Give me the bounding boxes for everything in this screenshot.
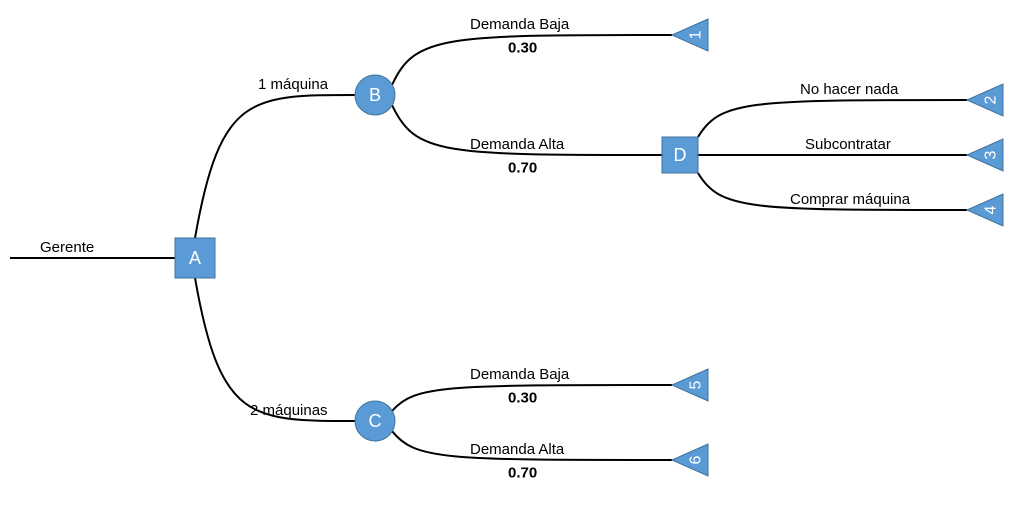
branch-A-C-label: 2 máquinas	[250, 402, 328, 419]
branch-B-D-label: Demanda Alta	[470, 136, 565, 153]
branch-C-5-prob: 0.30	[508, 389, 537, 406]
branch-A-B	[195, 95, 355, 238]
branch-B-D-prob: 0.70	[508, 159, 537, 176]
decision-tree: Gerente 1 máquina 2 máquinas Demanda Baj…	[0, 0, 1024, 515]
branch-B-1-label: Demanda Baja	[470, 16, 570, 33]
terminal-1-label: 1	[688, 30, 705, 39]
node-D-label: D	[674, 145, 687, 165]
branch-D-4-label: Comprar máquina	[790, 191, 911, 208]
branch-D-2-label: No hacer nada	[800, 81, 899, 98]
terminal-3-label: 3	[983, 150, 1000, 159]
terminal-4-label: 4	[983, 205, 1000, 214]
node-C-label: C	[369, 411, 382, 431]
branch-C-6-label: Demanda Alta	[470, 441, 565, 458]
node-A-label: A	[189, 248, 201, 268]
branch-B-1-prob: 0.30	[508, 39, 537, 56]
terminal-6-label: 6	[688, 455, 705, 464]
branch-A-B-label: 1 máquina	[258, 76, 329, 93]
terminal-5-label: 5	[688, 380, 705, 389]
root-label: Gerente	[40, 239, 94, 256]
node-B-label: B	[369, 85, 381, 105]
branch-A-C	[195, 278, 355, 421]
branch-D-2	[698, 100, 967, 137]
branch-D-3-label: Subcontratar	[805, 136, 891, 153]
branch-C-6-prob: 0.70	[508, 464, 537, 481]
terminal-2-label: 2	[983, 95, 1000, 104]
branch-C-5-label: Demanda Baja	[470, 366, 570, 383]
